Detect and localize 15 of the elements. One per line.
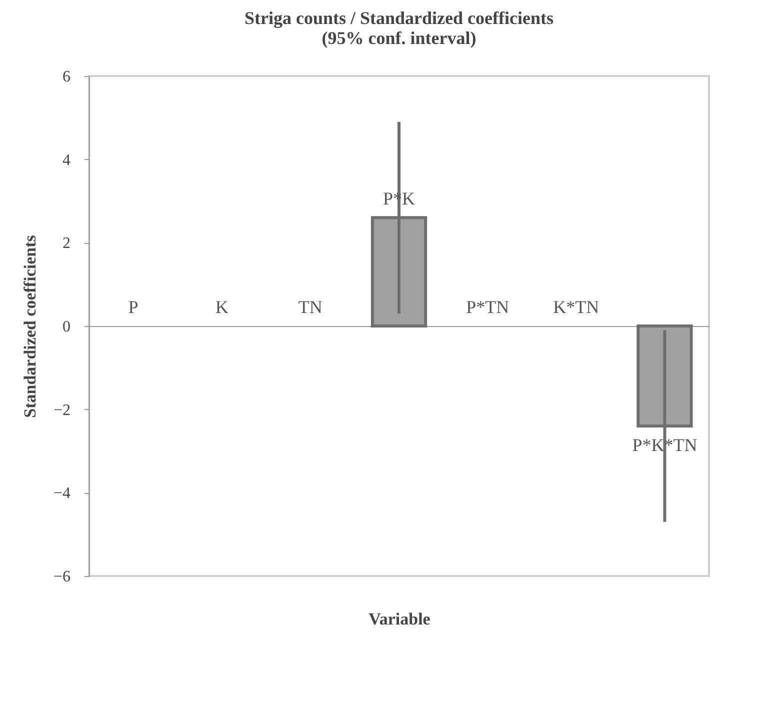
- x-axis-title: Variable: [368, 610, 431, 628]
- y-tick-label: −2: [53, 402, 70, 419]
- x-tick-label: P*TN: [466, 297, 510, 317]
- chart-title: Striga counts / Standardized coefficients (95% conf. interval): [244, 8, 554, 48]
- x-tick-label: P: [128, 297, 138, 317]
- y-axis-title: Standardized coefficients: [20, 234, 40, 418]
- x-tick-label: K: [215, 297, 228, 317]
- x-tick-label: TN: [298, 297, 322, 317]
- y-tick-label: 6: [62, 68, 70, 86]
- y-tick-label: 2: [62, 235, 70, 252]
- y-tick-label: −4: [53, 485, 70, 502]
- y-tick-label: 4: [62, 152, 70, 169]
- y-tick-label: −6: [53, 568, 70, 586]
- y-tick-label: 0: [62, 318, 70, 336]
- x-tick-label: K*TN: [553, 297, 600, 317]
